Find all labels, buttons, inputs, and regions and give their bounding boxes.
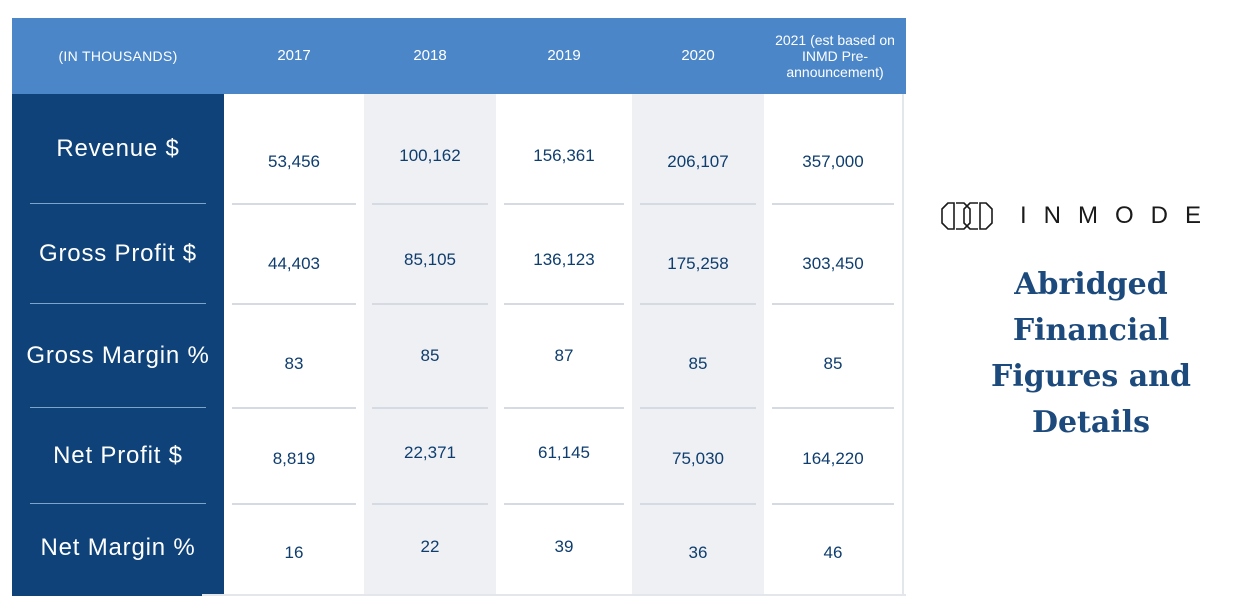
cell-gross-margin-2020: 85 — [688, 354, 708, 373]
row-divider — [504, 203, 624, 205]
row-divider — [640, 503, 756, 505]
cell-net-profit-2020: 75,030 — [672, 449, 724, 468]
cell-net-profit-2018: 22,371 — [404, 443, 456, 462]
header-year-2019: 2019 — [547, 47, 581, 64]
column-2020: 206,107 175,258 85 75,030 36 — [632, 94, 764, 596]
cell-net-margin-2017: 16 — [284, 543, 304, 562]
table-right-border — [902, 94, 904, 596]
row-label-net-profit: Net Profit $ — [53, 442, 183, 469]
row-divider — [30, 203, 206, 204]
cell-gross-margin-2017: 83 — [284, 354, 304, 373]
row-divider — [232, 503, 356, 505]
row-divider — [772, 407, 894, 409]
row-divider — [772, 203, 894, 205]
document-title: Abridged Financial Figures and Details — [932, 262, 1250, 446]
brand-wordmark: INMODE — [1020, 202, 1218, 229]
cell-revenue-2019: 156,361 — [533, 146, 595, 165]
cell-gross-profit-2017: 44,403 — [268, 254, 320, 273]
cell-net-profit-2017: 8,819 — [272, 449, 316, 468]
cell-net-margin-2021: 46 — [823, 543, 843, 562]
row-divider — [640, 407, 756, 409]
header-year-2021-est: 2021 (est based on INMD Pre-announcement… — [775, 32, 895, 80]
inmode-logo-mark-icon — [941, 202, 993, 230]
cell-gross-margin-2021: 85 — [823, 354, 843, 373]
document-title-line-2: Figures and Details — [991, 359, 1191, 440]
row-divider — [372, 203, 488, 205]
cell-gross-profit-2020: 175,258 — [667, 254, 729, 273]
row-label-gross-profit: Gross Profit $ — [39, 240, 197, 267]
cell-revenue-2020: 206,107 — [667, 152, 729, 171]
cell-gross-margin-2019: 87 — [554, 346, 574, 365]
row-divider — [504, 503, 624, 505]
header-year-2020: 2020 — [681, 47, 715, 64]
row-divider — [30, 407, 206, 408]
table-header-row: (IN THOUSANDS) 2017 2018 2019 2020 2021 … — [12, 18, 906, 94]
column-2019: 156,361 136,123 87 61,145 39 — [496, 94, 632, 596]
cell-gross-profit-2021: 303,450 — [802, 254, 864, 273]
financial-table: (IN THOUSANDS) 2017 2018 2019 2020 2021 … — [12, 18, 906, 596]
document-title-line-1: Abridged Financial — [1012, 267, 1170, 348]
cell-net-profit-2021: 164,220 — [802, 449, 864, 468]
column-2017: 53,456 44,403 83 8,819 16 — [224, 94, 364, 596]
row-divider — [372, 503, 488, 505]
cell-revenue-2021: 357,000 — [802, 152, 864, 171]
row-divider — [30, 503, 206, 504]
cell-net-margin-2019: 39 — [554, 537, 574, 556]
row-divider — [640, 303, 756, 305]
row-divider — [772, 303, 894, 305]
column-2021-est: 357,000 303,450 85 164,220 46 — [764, 94, 902, 596]
row-divider — [640, 203, 756, 205]
row-divider — [30, 303, 206, 304]
column-2018: 100,162 85,105 85 22,371 22 — [364, 94, 496, 596]
cell-net-margin-2018: 22 — [420, 537, 440, 556]
brand-logo: INMODE — [940, 200, 1218, 232]
row-divider — [504, 303, 624, 305]
header-year-2017: 2017 — [277, 47, 311, 64]
cell-revenue-2018: 100,162 — [399, 146, 461, 165]
row-label-gross-margin: Gross Margin % — [26, 342, 210, 369]
row-label-revenue: Revenue $ — [56, 135, 180, 162]
cell-gross-profit-2019: 136,123 — [533, 250, 595, 269]
row-divider — [372, 407, 488, 409]
table-bottom-border — [202, 594, 906, 596]
row-divider — [232, 203, 356, 205]
row-label-column: Revenue $ Gross Profit $ Gross Margin % … — [12, 94, 224, 596]
cell-revenue-2017: 53,456 — [268, 152, 320, 171]
cell-gross-margin-2018: 85 — [420, 346, 440, 365]
header-year-2018: 2018 — [413, 47, 447, 64]
row-divider — [232, 303, 356, 305]
row-divider — [372, 303, 488, 305]
row-label-net-margin: Net Margin % — [40, 534, 196, 561]
row-divider — [504, 407, 624, 409]
row-divider — [232, 407, 356, 409]
header-units-label: (IN THOUSANDS) — [58, 48, 178, 64]
cell-net-profit-2019: 61,145 — [538, 443, 590, 462]
row-divider — [772, 503, 894, 505]
cell-net-margin-2020: 36 — [688, 543, 708, 562]
cell-gross-profit-2018: 85,105 — [404, 250, 456, 269]
